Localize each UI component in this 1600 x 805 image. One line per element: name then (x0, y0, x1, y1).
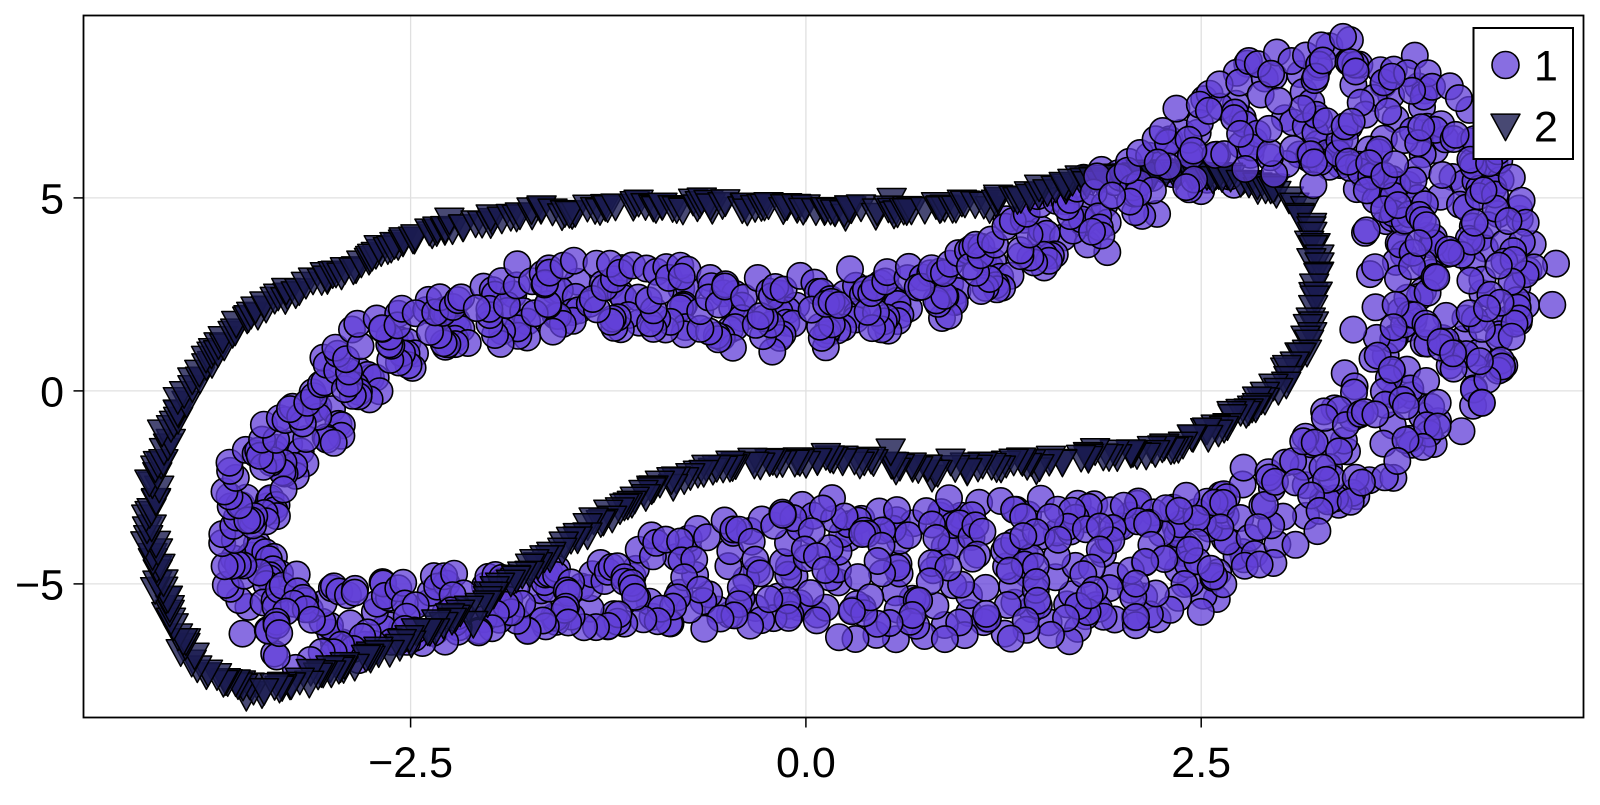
svg-text:0.0: 0.0 (776, 739, 836, 787)
svg-text:1: 1 (1534, 43, 1558, 91)
svg-text:−5: −5 (15, 561, 64, 609)
svg-text:2: 2 (1534, 104, 1558, 152)
svg-text:2.5: 2.5 (1171, 739, 1231, 787)
svg-text:−2.5: −2.5 (368, 739, 453, 787)
svg-text:0: 0 (40, 368, 64, 416)
svg-text:5: 5 (40, 175, 64, 223)
